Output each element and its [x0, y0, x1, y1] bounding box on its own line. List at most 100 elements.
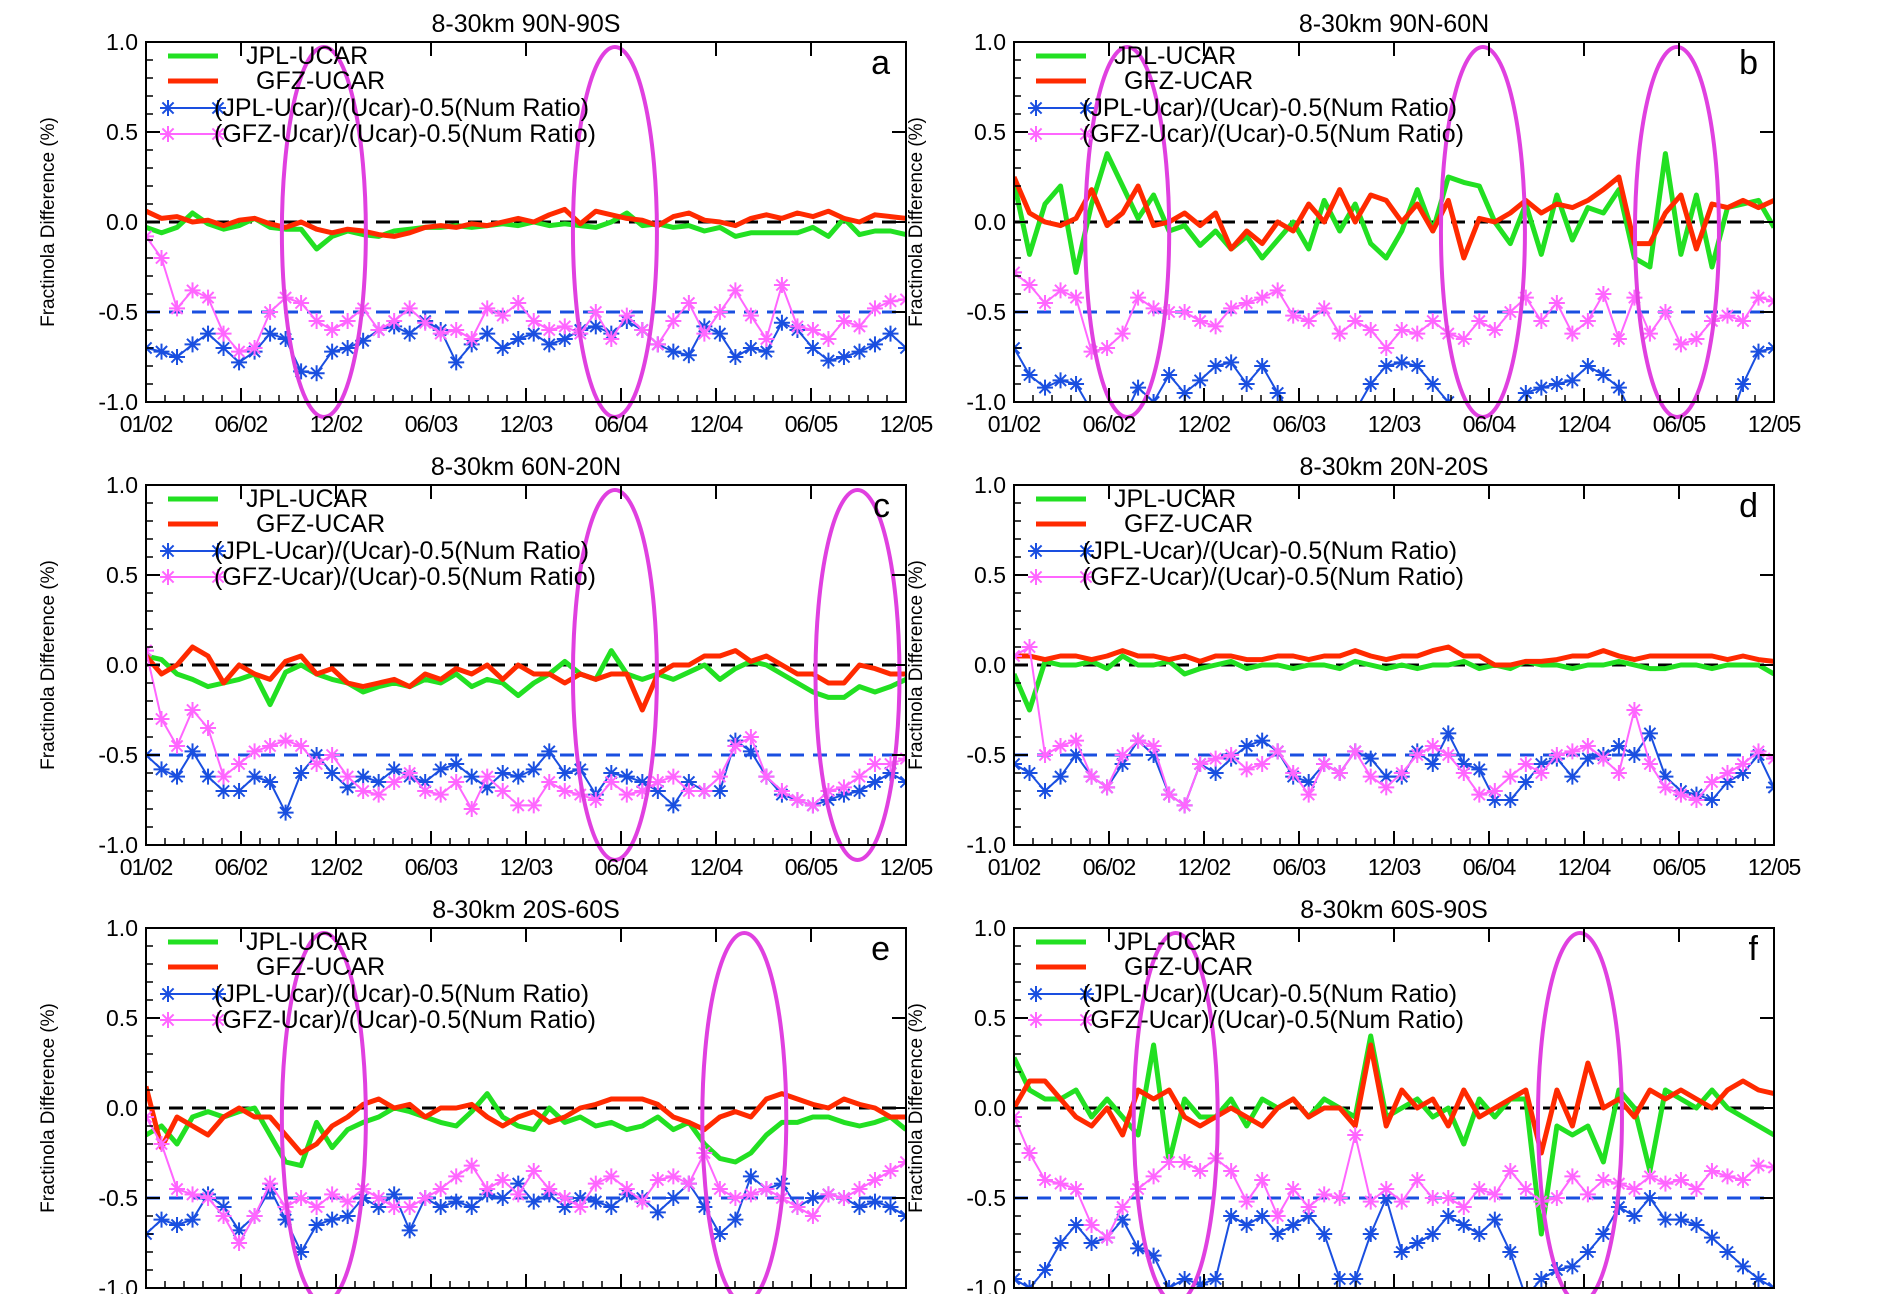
y-tick-label: 0.5 — [974, 1005, 1006, 1031]
series-3-point — [1052, 738, 1069, 754]
series-3-point — [1641, 325, 1658, 342]
legend-label-3: (GFZ-Ucar)/(Ucar)-0.5(Num Ratio) — [214, 120, 596, 148]
series-2-point — [1626, 747, 1643, 763]
series-3-point — [556, 783, 573, 799]
panel-a: 8-30km 90N-90S Fractinola Difference (%) 1… — [38, 10, 933, 437]
x-tick-label: 06/03 — [405, 411, 458, 437]
series-2-point — [339, 1208, 356, 1224]
series-3-point — [1424, 313, 1441, 329]
series-3-point — [1347, 743, 1364, 760]
series-line-1 — [146, 644, 906, 713]
series-3-point — [355, 783, 372, 799]
series-3-point — [1362, 1193, 1379, 1210]
series-2-point — [1533, 379, 1550, 396]
series-2-point — [370, 1199, 387, 1215]
series-3-point — [1641, 756, 1658, 772]
series-3-point — [1641, 1168, 1658, 1185]
x-tick-label: 12/02 — [310, 411, 363, 437]
series-3-point — [479, 768, 496, 785]
series-3-point — [727, 1190, 744, 1206]
series-2-point — [153, 343, 170, 360]
series-3-point — [603, 1168, 620, 1185]
series-3-point — [820, 331, 837, 347]
series-3-point — [1223, 747, 1240, 763]
series-3-point — [1579, 738, 1596, 754]
series-3-point — [246, 340, 263, 356]
series-3-point — [277, 732, 294, 749]
series-2-point — [1254, 1208, 1271, 1224]
panel-c: 8-30km 60N-20N Fractinola Difference (%) 1… — [38, 453, 933, 880]
series-3-point — [417, 1190, 434, 1206]
series-2-point — [463, 1199, 480, 1215]
x-tick-label: 06/02 — [1083, 411, 1136, 437]
series-3-point — [665, 1168, 682, 1185]
series-2-point — [1332, 421, 1348, 437]
series-3-point — [1393, 765, 1410, 781]
series-3-point — [1145, 300, 1162, 317]
series-2-point — [153, 761, 170, 778]
series-2-point — [587, 318, 604, 335]
series-3-point — [882, 1163, 899, 1179]
x-tick-label: 12/05 — [1748, 411, 1801, 437]
highlight-ellipse — [1632, 45, 1721, 419]
series-2-point — [200, 325, 217, 342]
legend-label-0: JPL-UCAR — [1114, 42, 1236, 70]
series-2-point — [215, 1199, 232, 1215]
y-tick-label: -1.0 — [966, 389, 1006, 415]
series-3-point — [1130, 289, 1147, 306]
series-2-point — [401, 1222, 418, 1239]
series-2-point — [1331, 1271, 1348, 1287]
series-3-point — [1114, 1199, 1131, 1215]
series-3-point — [215, 1208, 232, 1224]
series-2-point — [1641, 1190, 1658, 1206]
panel-title: 8-30km 90N-60N — [1299, 10, 1489, 38]
y-tick-label: 0.5 — [974, 562, 1006, 588]
series-2-point — [510, 331, 527, 347]
series-3-point — [1378, 340, 1395, 356]
series-3-point — [448, 322, 465, 338]
series-3-point — [727, 282, 744, 299]
series-3-point — [200, 720, 217, 736]
series-3-point — [1657, 1175, 1674, 1192]
legend-label-1: GFZ-UCAR — [256, 67, 385, 95]
series-2-point — [587, 1193, 604, 1210]
series-2-point — [649, 1204, 666, 1221]
series-3-point — [1068, 289, 1085, 306]
series-2-point — [277, 804, 294, 821]
series-3-point — [1409, 747, 1426, 763]
x-tick-label: 12/03 — [1368, 411, 1421, 437]
series-2-point — [1068, 747, 1085, 763]
y-axis-label: Fractinola Difference (%) — [906, 117, 927, 327]
series-2-point — [417, 774, 434, 790]
series-3-point — [1471, 1181, 1488, 1197]
y-tick-label: -0.5 — [966, 299, 1006, 325]
series-2-point — [1517, 385, 1534, 401]
series-3-point — [711, 304, 728, 320]
x-tick-label: 06/03 — [1273, 854, 1326, 880]
series-3-point — [1362, 322, 1379, 338]
series-3-point — [866, 300, 883, 317]
series-3-point — [851, 768, 868, 785]
series-2-point — [448, 1193, 465, 1210]
series-3-point — [525, 1163, 542, 1179]
series-3-point — [1750, 743, 1767, 760]
y-axis-label: Fractinola Difference (%) — [38, 117, 59, 327]
series-3-point — [1486, 322, 1503, 338]
series-3-point — [200, 1190, 217, 1206]
series-3-point — [618, 1181, 635, 1197]
series-3-point — [804, 797, 821, 814]
series-3-point — [680, 783, 697, 799]
series-2-point — [866, 1193, 883, 1210]
series-2-point — [479, 779, 496, 796]
highlight-ellipse — [1083, 45, 1172, 419]
y-tick-label: 0.0 — [974, 652, 1006, 678]
series-2-point — [804, 340, 821, 356]
series-2-point — [1486, 1211, 1503, 1228]
series-2-point — [1238, 738, 1255, 754]
x-tick-label: 01/02 — [120, 411, 173, 437]
series-2-point — [1579, 1244, 1596, 1260]
legend-marker — [210, 126, 226, 142]
series-2-point — [1734, 1258, 1751, 1275]
series-3-point — [587, 792, 604, 808]
legend-label-2: (JPL-Ucar)/(Ucar)-0.5(Num Ratio) — [1082, 980, 1457, 1008]
